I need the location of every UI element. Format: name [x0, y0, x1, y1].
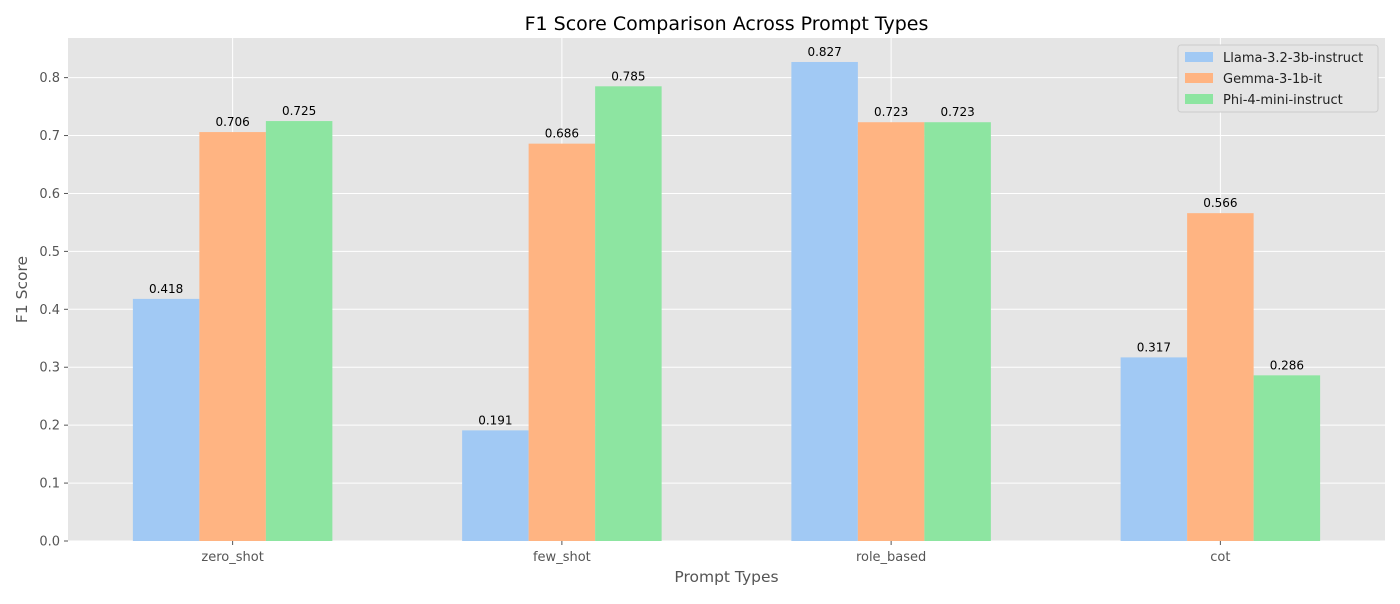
y-tick-label: 0.3	[39, 361, 60, 376]
x-tick-label: cot	[1210, 550, 1230, 565]
legend: Llama-3.2-3b-instruct Gemma-3-1b-it Phi-4-…	[1177, 44, 1379, 113]
bar-value-label: 0.317	[1137, 340, 1171, 354]
legend-swatch	[1185, 52, 1213, 62]
bar-value-label: 0.723	[940, 105, 974, 119]
bar-value-label: 0.725	[282, 104, 316, 118]
bar-value-label: 0.286	[1270, 358, 1304, 372]
bar	[528, 143, 596, 541]
y-axis: 0.0 0.1 0.2 0.3 0.4 0.5 0.6 0.7 0.8	[39, 71, 68, 550]
bar	[595, 86, 662, 541]
bars	[132, 61, 1321, 542]
chart-title: F1 Score Comparison Across Prompt Types	[525, 13, 929, 35]
legend-swatch	[1185, 94, 1213, 104]
y-tick-label: 0.6	[39, 187, 60, 202]
y-tick-label: 0.5	[39, 245, 60, 260]
x-axis-label: Prompt Types	[674, 568, 778, 586]
bar-value-label: 0.827	[807, 45, 841, 59]
y-tick-label: 0.2	[39, 419, 60, 434]
y-tick-label: 0.4	[39, 303, 60, 318]
bar-value-label: 0.686	[545, 127, 579, 141]
bar-value-label: 0.706	[215, 115, 249, 129]
y-tick-label: 0.8	[39, 71, 60, 86]
x-tick-label: zero_shot	[201, 550, 263, 565]
bar	[857, 122, 925, 541]
bar	[199, 132, 266, 541]
bar	[1120, 357, 1188, 541]
y-tick-label: 0.0	[39, 535, 60, 550]
bar	[462, 430, 529, 541]
bar-value-label: 0.723	[874, 105, 908, 119]
legend-box	[1177, 44, 1379, 113]
bar-value-label: 0.191	[478, 413, 512, 427]
bar	[924, 122, 991, 541]
bar-value-label: 0.785	[611, 69, 645, 83]
legend-label: Llama-3.2-3b-instruct	[1223, 51, 1363, 66]
legend-swatch	[1185, 73, 1213, 83]
bar-value-label: 0.566	[1203, 196, 1237, 210]
y-tick-label: 0.1	[39, 477, 60, 492]
data-labels: 0.418 0.706 0.725 0.191 0.686 0.785 0.827 0.723…	[149, 45, 1304, 427]
bar	[1253, 375, 1321, 541]
bar	[791, 61, 858, 542]
bar	[132, 298, 200, 541]
x-tick-label: few_shot	[533, 550, 591, 565]
bar	[1187, 213, 1254, 541]
x-tick-label: role_based	[856, 550, 926, 565]
y-axis-label: F1 Score	[13, 256, 31, 323]
bar-value-label: 0.418	[149, 282, 183, 296]
legend-label: Gemma-3-1b-it	[1223, 72, 1322, 87]
bar	[265, 121, 333, 541]
y-tick-label: 0.7	[39, 129, 60, 144]
legend-label: Phi-4-mini-instruct	[1223, 93, 1343, 108]
x-axis: zero_shot few_shot role_based cot	[201, 541, 1230, 565]
